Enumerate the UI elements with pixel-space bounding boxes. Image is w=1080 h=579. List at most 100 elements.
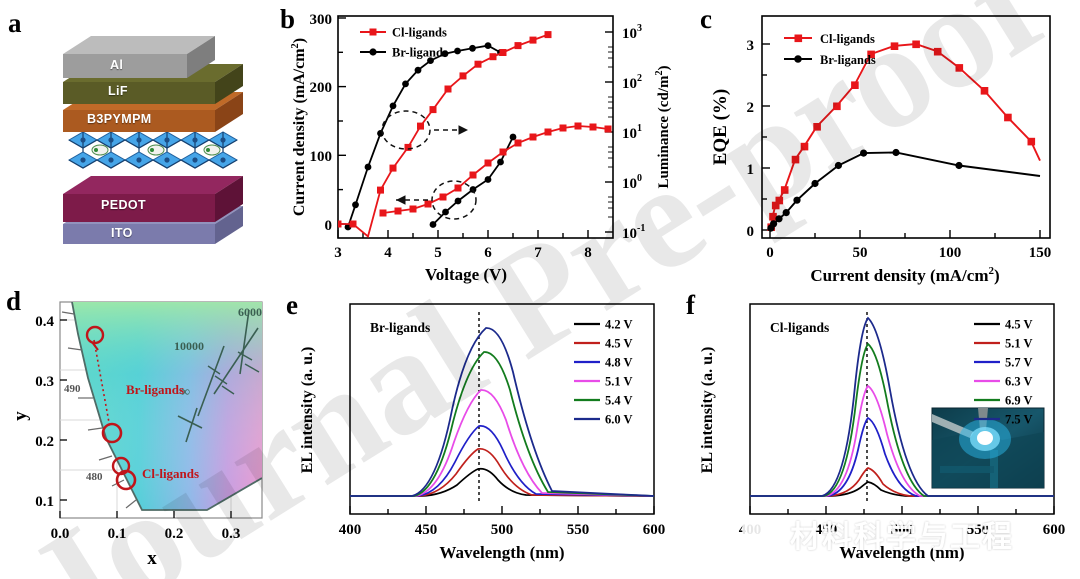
x-tick-b-4: 4 — [384, 245, 392, 261]
x-tick-d-00: 0.0 — [51, 526, 70, 542]
cie-marker-cl-2 — [115, 469, 137, 491]
panel-d-cie-diagram: ∞ Br-ligands Cl-ligands 6000 10000 490 4… — [2, 288, 280, 579]
legend-label-e-0: 4.2 V — [605, 318, 633, 332]
y-axis-label-c: EQE (%) — [710, 89, 731, 166]
panel-b-svg: 0 100 200 300 3 4 5 6 7 8 — [290, 12, 672, 284]
y2-tick-b-2: 101 — [622, 123, 642, 142]
x-axis-label-f: Wavelength (nm) — [839, 543, 964, 562]
x-tick-b-6: 6 — [484, 245, 492, 261]
panel-label-f: f — [686, 290, 695, 320]
y-tick-b-300: 300 — [310, 12, 333, 28]
legend-b: Cl-ligands Br-ligands — [360, 26, 448, 60]
series-b-cl-luminance — [382, 125, 609, 214]
x-tick-b-8: 8 — [584, 245, 592, 261]
y2-tick-b-3: 102 — [622, 73, 642, 92]
y2-tick-b-0: 10-1 — [622, 223, 645, 242]
panel-label-b: b — [280, 4, 296, 34]
x-tick-e-400: 400 — [339, 522, 362, 538]
markers-b-br-current — [344, 42, 504, 231]
x-tick-f-550: 550 — [967, 522, 990, 538]
legend-e: 4.2 V 4.5 V 4.8 V 5.1 V 5.4 V 6.0 V — [574, 318, 633, 427]
cie-annot-6000: 6000 — [238, 305, 262, 319]
stack-label-lif: LiF — [108, 84, 128, 98]
y-tick-b-100: 100 — [310, 149, 333, 165]
y-tick-d-04: 0.4 — [35, 314, 54, 330]
y-tick-c-1: 1 — [747, 162, 755, 178]
y-axis-label-b-left: Current density (mA/cm2) — [290, 38, 308, 216]
perovskite-layer — [67, 131, 239, 169]
x-tick-f-450: 450 — [815, 522, 838, 538]
plot-frame-c — [761, 15, 1051, 239]
y-axis-label-e: EL intensity (a. u.) — [299, 347, 316, 474]
spectrum-f-45 — [750, 481, 1054, 497]
annotation-arrow-right-b — [381, 110, 468, 150]
stack-label-pedot: PEDOT — [101, 198, 147, 212]
markers-b-br-luminance — [429, 133, 517, 228]
cie-annot-480: 480 — [86, 471, 103, 483]
stack-label-ito: ITO — [111, 226, 133, 240]
panel-a-device-stack: Al LiF B3PYMPM PEDOT ITO — [55, 28, 260, 263]
spectrum-e-48 — [350, 425, 654, 497]
spectra-f — [750, 312, 1054, 502]
y-axis-label-b-right: Luminance (cd/m2) — [654, 66, 672, 189]
panel-f-svg: Cl-ligands 4.5 V 5.1 V — [699, 303, 1066, 562]
y-tick-d-02: 0.2 — [35, 434, 54, 450]
spectra-e — [350, 312, 654, 502]
spectrum-e-42 — [350, 467, 654, 497]
y-tick-d-01: 0.1 — [35, 494, 54, 510]
markers-c-br — [767, 148, 963, 232]
stack-layer-pedot — [63, 176, 243, 222]
legend-marker-b-br — [369, 48, 377, 56]
x-tick-f-600: 600 — [1043, 522, 1066, 538]
legend-label-f-0: 4.5 V — [1005, 318, 1033, 332]
x-tick-c-100: 100 — [939, 245, 962, 261]
x-axis-label-d: x — [147, 548, 157, 569]
x-axis-label-c: Current density (mA/cm2) — [810, 265, 999, 285]
y2-tick-b-1: 100 — [622, 173, 642, 192]
legend-marker-b-cl — [369, 28, 377, 36]
x-axis-ticks-d — [59, 511, 232, 518]
legend-label-f-1: 5.1 V — [1005, 337, 1033, 351]
y2-tick-b-4: 103 — [622, 23, 642, 42]
y-axis-label-f: EL intensity (a. u.) — [699, 347, 716, 474]
legend-label-f-2: 5.7 V — [1005, 356, 1033, 370]
x-axis-ticks-b — [337, 230, 589, 238]
markers-b-cl-luminance — [379, 122, 612, 217]
panel-e-el-spectra-br: Br-ligands 4.2 V 4.5 V 4.8 V 5.1 V 5.4 V… — [282, 290, 682, 579]
x-tick-e-550: 550 — [567, 522, 590, 538]
legend-label-c-br: Br-ligands — [820, 53, 876, 67]
panel-label-d: d — [6, 286, 22, 316]
y-tick-c-0: 0 — [747, 224, 755, 240]
panel-label-c: c — [700, 4, 712, 34]
x-axis-ticks-c — [769, 230, 1041, 238]
legend-label-f-5: 7.5 V — [1005, 413, 1033, 427]
annotation-arrow-left-b — [396, 180, 477, 220]
y-tick-d-03: 0.3 — [35, 374, 54, 390]
panel-label-a: a — [8, 8, 22, 38]
x-tick-e-500: 500 — [491, 522, 514, 538]
x-axis-label-e: Wavelength (nm) — [439, 543, 564, 562]
legend-label-e-4: 5.4 V — [605, 394, 633, 408]
x-axis-ticks-e — [349, 506, 655, 514]
x-tick-f-500: 500 — [891, 522, 914, 538]
x-axis-label-b: Voltage (V) — [425, 265, 507, 284]
panel-label-e: e — [286, 290, 298, 320]
legend-marker-c-br — [794, 55, 802, 63]
y-axis-right-labels-b: 10-1 100 101 102 103 — [622, 23, 645, 242]
cie-annot-490: 490 — [64, 383, 81, 395]
y-tick-b-200: 200 — [310, 80, 333, 96]
y-tick-c-3: 3 — [747, 38, 755, 54]
device-stack-svg — [63, 36, 243, 244]
panel-c-svg: 0 1 2 3 0 50 100 150 — [710, 15, 1051, 285]
cie-annot-10000: 10000 — [174, 339, 204, 353]
series-b-cl-current — [338, 33, 549, 238]
x-tick-b-7: 7 — [534, 245, 542, 261]
legend-label-e-3: 5.1 V — [605, 375, 633, 389]
panel-c-eqe: 0 1 2 3 0 50 100 150 — [700, 2, 1080, 287]
y-axis-ticks-d — [60, 319, 67, 501]
spectrum-e-45 — [350, 447, 654, 497]
cie-label-cl: Cl-ligands — [142, 466, 199, 481]
y-tick-c-2: 2 — [747, 100, 755, 116]
legend-label-f-3: 6.3 V — [1005, 375, 1033, 389]
legend-c: Cl-ligands Br-ligands — [784, 32, 876, 67]
